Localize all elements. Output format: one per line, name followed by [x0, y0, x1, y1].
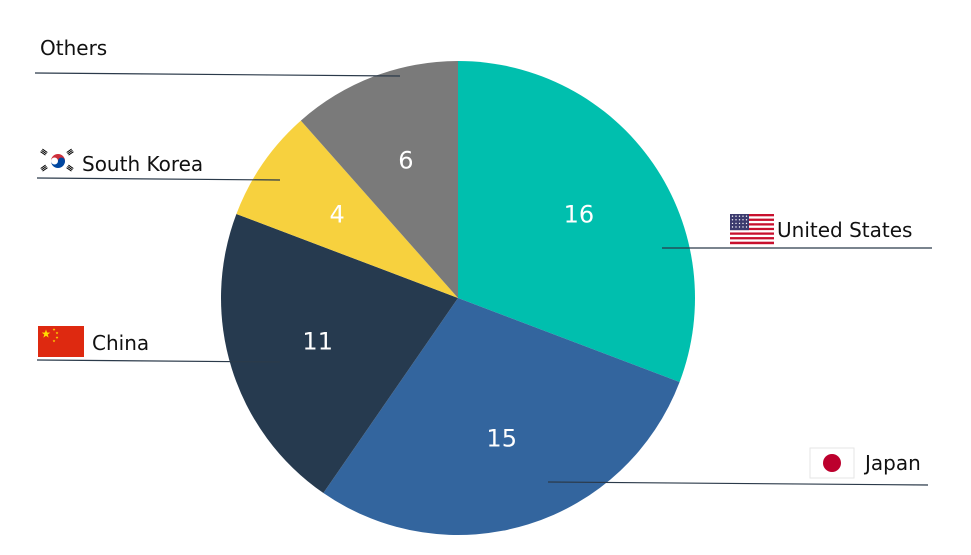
pie-slice-united-states: [458, 61, 696, 383]
slice-value-japan: 15: [486, 424, 517, 452]
legend-label-others: Others: [40, 36, 107, 60]
callout-lines: [34, 72, 932, 486]
callout-line-south-korea: [36, 177, 281, 181]
flag-icons: [38, 148, 855, 479]
slice-value-labels: 16 15 11 4 6: [302, 147, 594, 453]
pie-slice-others: [300, 60, 458, 298]
legend-label-china: China: [92, 331, 149, 355]
slice-value-south-korea: 4: [329, 201, 344, 229]
slice-value-united-states: 16: [564, 201, 595, 229]
us-flag-icon: [730, 214, 774, 245]
legend-label-japan: Japan: [863, 451, 921, 475]
pie-slice-japan: [323, 298, 680, 536]
callout-line-china: [36, 359, 281, 363]
japan-flag-icon: [809, 447, 855, 479]
pie-slices: [220, 60, 696, 536]
south-korea-flag-icon: [40, 148, 76, 174]
pie-slice-china: [220, 213, 458, 494]
legend-label-united-states: United States: [777, 218, 912, 242]
legend-label-south-korea: South Korea: [82, 152, 203, 176]
legend-labels: United States Japan China South Korea Others: [40, 36, 921, 475]
callout-line-japan: [547, 481, 929, 486]
china-flag-icon: [38, 326, 84, 357]
slice-value-china: 11: [302, 328, 333, 356]
pie-slice-south-korea: [236, 120, 458, 298]
slice-value-others: 6: [398, 147, 413, 175]
callout-line-others: [34, 72, 401, 77]
